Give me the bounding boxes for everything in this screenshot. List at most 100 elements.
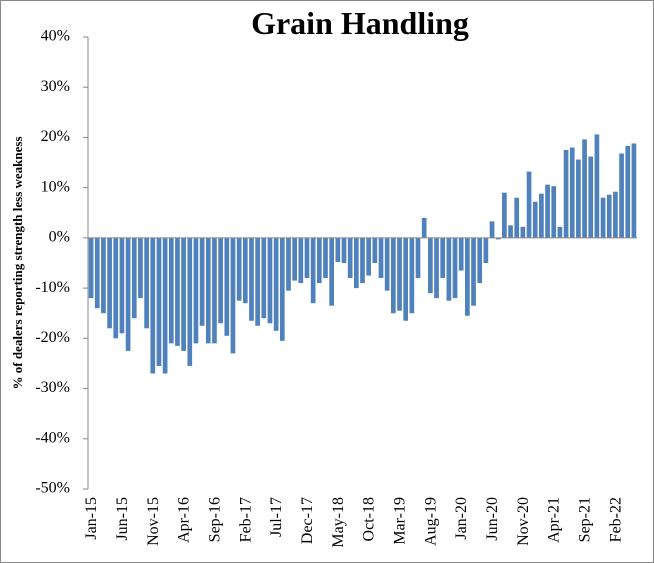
bar xyxy=(631,143,637,238)
bar xyxy=(520,226,526,238)
bar xyxy=(341,237,347,263)
y-tick-label: 20% xyxy=(41,128,70,145)
bar xyxy=(298,237,304,284)
bar xyxy=(403,237,409,321)
bar xyxy=(125,237,131,351)
bar xyxy=(304,237,310,279)
x-tick-label: Feb-22 xyxy=(607,497,624,542)
bar xyxy=(138,237,143,299)
bar xyxy=(224,237,230,336)
bar xyxy=(249,237,254,321)
bar xyxy=(347,237,353,279)
bar xyxy=(397,237,402,311)
bar xyxy=(502,192,507,238)
bar xyxy=(310,237,316,304)
bar xyxy=(477,237,483,284)
x-tick-label: Nov-15 xyxy=(145,497,162,546)
bar xyxy=(551,186,557,238)
bar xyxy=(613,191,618,238)
bar xyxy=(242,237,248,304)
bar xyxy=(113,237,119,339)
x-tick-label: Oct-18 xyxy=(361,497,378,541)
y-tick-label: 30% xyxy=(41,78,70,95)
bar xyxy=(532,201,538,238)
y-tick-label: 10% xyxy=(41,178,70,195)
bar xyxy=(582,139,587,238)
y-tick-label: 40% xyxy=(41,28,70,45)
bar xyxy=(372,237,378,263)
bar xyxy=(563,150,569,238)
bar xyxy=(539,193,544,238)
bar xyxy=(181,237,186,351)
bar xyxy=(212,237,217,344)
bar xyxy=(415,237,421,279)
bar xyxy=(557,226,563,238)
bar xyxy=(292,237,297,281)
bar xyxy=(279,237,285,341)
y-tick-label: -20% xyxy=(35,329,70,346)
bar xyxy=(360,237,365,284)
bar xyxy=(489,221,495,238)
bar xyxy=(273,237,279,331)
bar xyxy=(434,237,439,299)
bar xyxy=(458,237,464,271)
y-axis-label: % of dealers reporting strength less wea… xyxy=(10,136,25,389)
bar xyxy=(267,237,273,324)
bar xyxy=(378,237,384,279)
bar xyxy=(545,184,550,238)
x-tick-label: Jan-15 xyxy=(83,497,100,540)
x-tick-label: Jun-20 xyxy=(484,497,501,541)
bar xyxy=(353,237,359,289)
x-tick-label: May-18 xyxy=(330,497,347,548)
bar xyxy=(446,237,452,301)
x-tick-label: Sep-16 xyxy=(206,497,223,542)
bar xyxy=(107,237,112,329)
bar xyxy=(218,237,223,324)
bar xyxy=(465,237,470,316)
bar xyxy=(119,237,125,334)
y-tick-label: -40% xyxy=(35,429,70,446)
bar xyxy=(156,237,162,366)
x-tick-label: Aug-19 xyxy=(422,497,439,546)
y-tick-label: -10% xyxy=(35,279,70,296)
x-tick-label: Apr-21 xyxy=(546,497,563,543)
x-tick-label: Feb-17 xyxy=(237,497,254,542)
bar xyxy=(588,156,594,238)
bar xyxy=(514,197,520,238)
bar xyxy=(168,237,174,344)
x-tick-label: Jul-17 xyxy=(268,497,285,537)
bar xyxy=(594,134,600,238)
y-tick-label: -30% xyxy=(35,379,70,396)
bar xyxy=(619,153,624,238)
bar xyxy=(329,237,335,306)
bar xyxy=(421,217,427,238)
bar xyxy=(625,145,631,238)
x-tick-label: Jun-15 xyxy=(114,497,131,541)
x-tick-label: Apr-16 xyxy=(176,497,193,543)
bar xyxy=(335,237,341,262)
x-tick-label: Nov-20 xyxy=(515,497,532,546)
bar xyxy=(600,197,606,238)
bar xyxy=(131,237,137,319)
x-tick-label: Sep-21 xyxy=(577,497,594,542)
bar xyxy=(187,237,193,366)
bar xyxy=(576,159,581,238)
x-tick-label: Dec-17 xyxy=(299,497,316,544)
bar xyxy=(193,237,199,344)
bar xyxy=(323,237,328,279)
y-tick-label: -50% xyxy=(35,480,70,497)
bar xyxy=(175,237,180,346)
y-tick-label: 0% xyxy=(49,229,70,246)
x-tick-label: Jan-20 xyxy=(453,497,470,540)
bar xyxy=(409,237,415,314)
bar xyxy=(205,237,211,344)
bar xyxy=(508,225,513,238)
bar xyxy=(428,237,433,294)
chart-title: Grain Handling xyxy=(251,5,469,41)
bar xyxy=(606,194,612,238)
bar xyxy=(150,237,156,374)
bar xyxy=(144,237,149,329)
bar xyxy=(162,237,168,374)
bar xyxy=(230,237,236,354)
